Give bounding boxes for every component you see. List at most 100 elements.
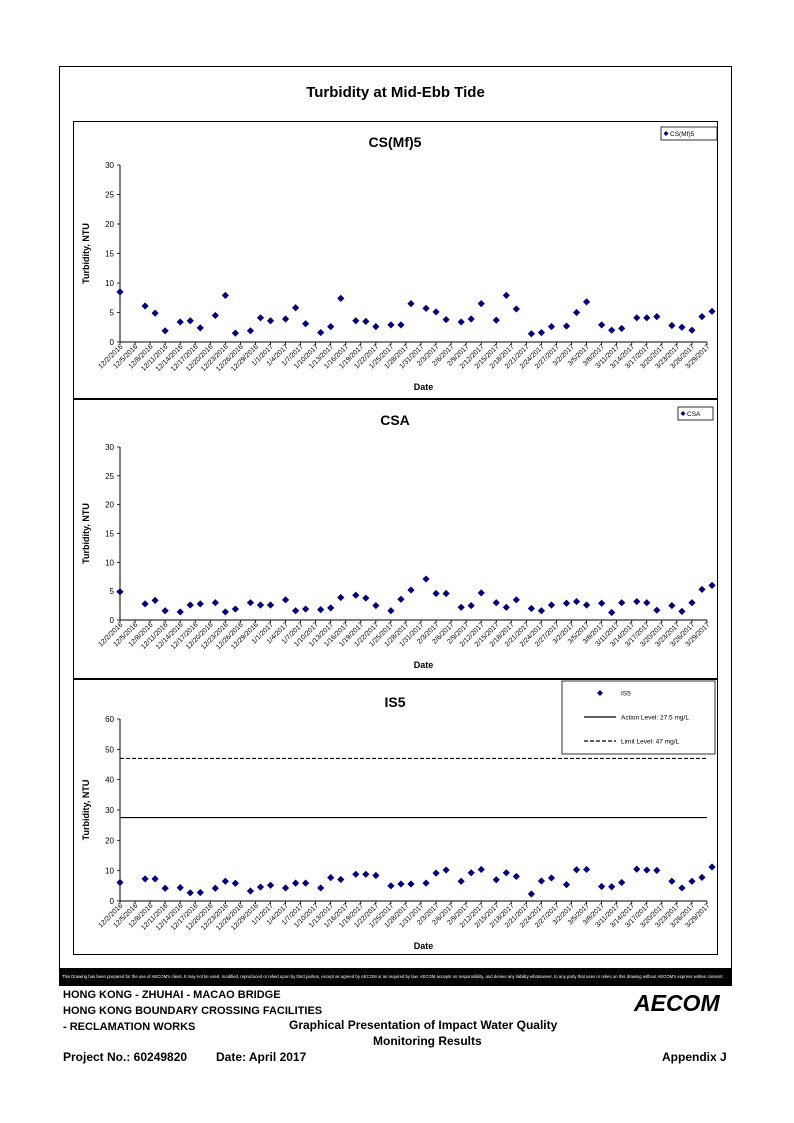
data-point — [608, 326, 616, 334]
data-point — [643, 599, 651, 607]
data-point — [668, 877, 676, 885]
y-tick-label: 0 — [110, 616, 115, 625]
legend-box — [660, 126, 718, 141]
data-point — [327, 874, 335, 882]
data-point — [643, 314, 651, 322]
data-point — [547, 874, 556, 882]
data-point — [186, 889, 194, 897]
data-point — [246, 327, 255, 335]
data-point — [698, 585, 706, 594]
data-point — [151, 875, 159, 883]
data-point — [221, 608, 229, 616]
legend-marker — [663, 131, 669, 136]
footer-center-title-1: Graphical Presentation of Impact Water Q… — [289, 1018, 558, 1032]
data-point — [176, 608, 184, 616]
data-point — [668, 601, 676, 610]
data-point — [281, 884, 290, 892]
data-point — [492, 876, 500, 884]
data-point — [231, 605, 239, 613]
data-point — [582, 601, 591, 609]
y-axis-label: Turbidity, NTU — [81, 780, 91, 841]
data-point — [618, 599, 626, 607]
data-point — [527, 330, 536, 338]
data-point — [246, 887, 255, 895]
data-point — [352, 591, 360, 599]
data-point — [457, 877, 465, 885]
data-point — [668, 321, 676, 330]
y-tick-label: 10 — [105, 867, 114, 876]
footer-project-line2: HONG KONG BOUNDARY CROSSING FACILITIES — [63, 1005, 323, 1017]
data-point — [362, 317, 370, 325]
data-point — [537, 607, 546, 615]
y-tick-label: 0 — [110, 338, 115, 347]
chart-panel-border — [73, 121, 718, 399]
data-point — [502, 291, 510, 299]
data-point — [211, 599, 219, 607]
data-point — [176, 884, 184, 892]
data-point — [281, 315, 290, 323]
data-point — [196, 324, 204, 332]
y-tick-label: 30 — [105, 806, 114, 815]
data-point — [653, 313, 661, 321]
data-point — [291, 879, 300, 887]
data-point — [598, 882, 606, 891]
data-point — [141, 600, 149, 608]
y-tick-label: 25 — [105, 472, 114, 481]
y-tick-label: 60 — [105, 715, 114, 724]
y-tick-label: 0 — [110, 897, 115, 906]
data-point — [291, 607, 300, 615]
data-point — [608, 608, 616, 617]
data-point — [477, 865, 485, 874]
data-point — [582, 298, 591, 306]
data-point — [477, 589, 485, 597]
data-point — [688, 599, 696, 607]
footer-project-number: Project No.: 60249820 — [63, 1050, 188, 1064]
data-point — [502, 603, 510, 611]
data-point — [266, 601, 275, 609]
x-axis-label: Date — [414, 660, 434, 670]
y-tick-label: 10 — [105, 558, 114, 567]
data-point — [291, 304, 300, 312]
data-point — [327, 323, 335, 331]
data-point — [231, 879, 239, 888]
data-point — [432, 589, 440, 598]
y-tick-label: 20 — [105, 220, 114, 229]
data-point — [362, 870, 370, 878]
data-point — [407, 880, 415, 888]
y-axis-label: Turbidity, NTU — [81, 223, 91, 284]
y-tick-label: 5 — [110, 309, 115, 318]
data-point — [492, 599, 500, 607]
data-point — [397, 880, 405, 888]
data-point — [186, 601, 194, 609]
data-point — [653, 866, 661, 874]
chart-title: CS(Mf)5 — [369, 134, 422, 150]
data-point — [633, 314, 641, 322]
legend-label: CS(Mf)5 — [670, 131, 695, 138]
footer-date: Date: April 2017 — [216, 1050, 307, 1064]
y-tick-label: 25 — [105, 191, 114, 200]
data-point — [317, 328, 325, 337]
data-point — [502, 869, 510, 877]
data-point — [562, 599, 571, 607]
data-point — [266, 881, 275, 889]
data-point — [221, 291, 229, 299]
data-point — [256, 601, 265, 609]
y-tick-label: 15 — [105, 530, 114, 539]
data-point — [337, 593, 345, 602]
data-point — [527, 604, 536, 613]
data-point — [161, 327, 169, 335]
data-point — [527, 890, 536, 898]
data-point — [422, 304, 430, 312]
data-point — [196, 600, 204, 608]
data-point — [372, 871, 380, 880]
x-axis-label: Date — [414, 941, 434, 951]
data-point — [467, 601, 475, 610]
data-point — [196, 888, 204, 897]
footer-center-title-2: Monitoring Results — [373, 1034, 482, 1048]
chart-csa: CSA05101520253012/2/201612/5/201612/8/20… — [73, 399, 718, 679]
chart-cs-mf5: CS(Mf)505101520253012/2/201612/5/201612/… — [73, 121, 718, 399]
legend-label: Action Level: 27.5 mg/L — [621, 715, 689, 722]
data-point — [598, 599, 606, 607]
legend-label: CSA — [687, 411, 701, 418]
data-point — [246, 599, 255, 607]
